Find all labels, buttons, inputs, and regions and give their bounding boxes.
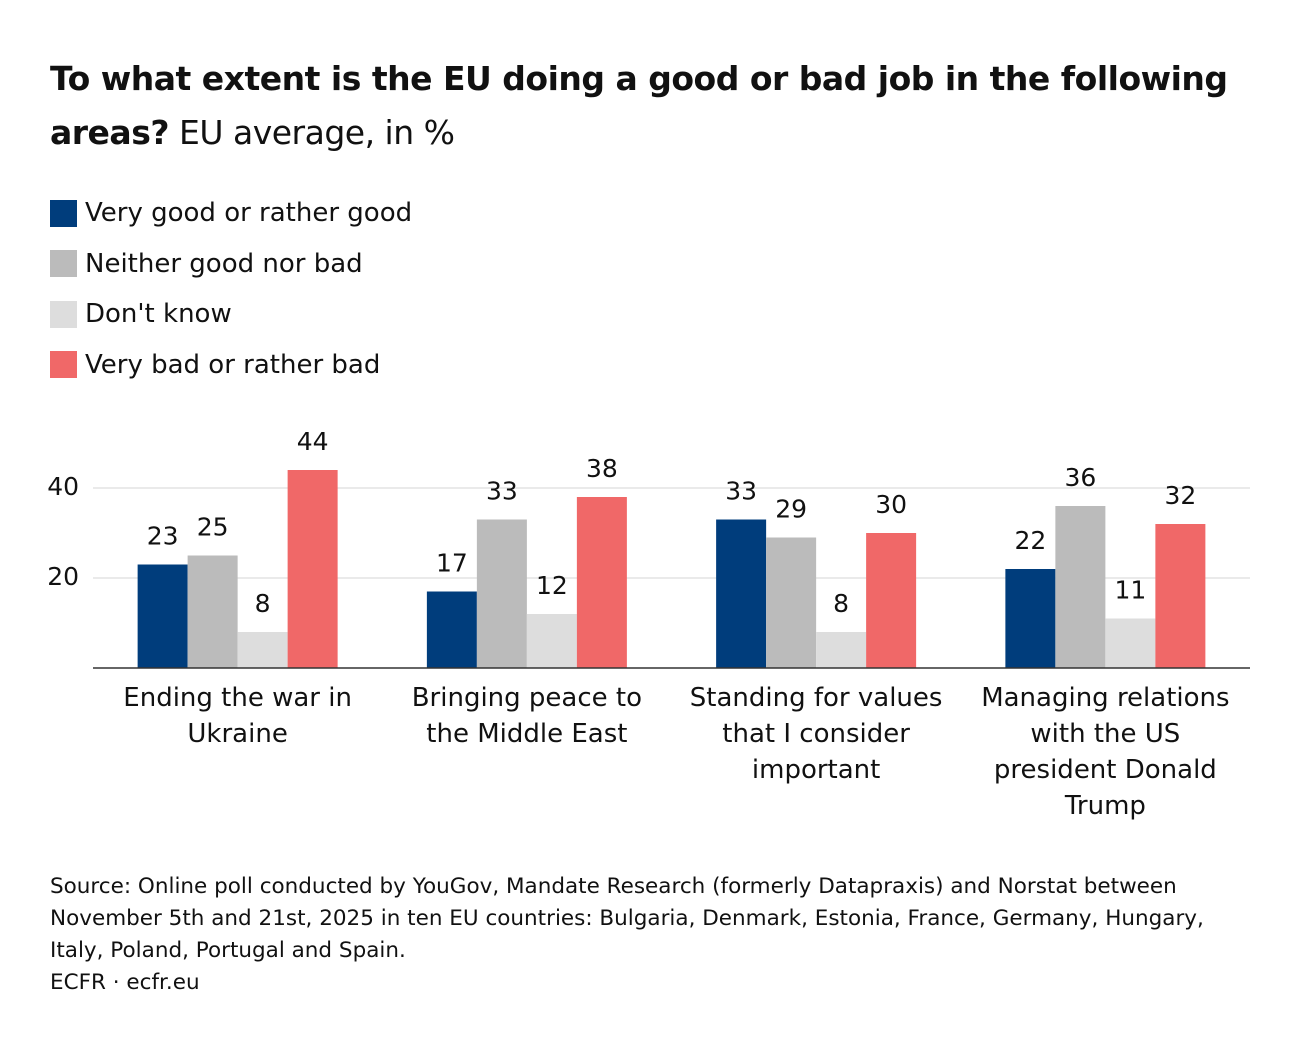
legend-item: Very bad or rather bad	[50, 340, 412, 391]
x-tick-label: Bringing peace to the Middle East	[411, 683, 643, 749]
legend-swatch	[50, 199, 77, 227]
value-label: 38	[586, 454, 618, 483]
legend-item: Neither good nor bad	[50, 239, 412, 290]
value-label: 25	[197, 513, 229, 542]
value-label: 33	[725, 477, 757, 506]
credit: ECFR · ecfr.eu	[50, 970, 200, 995]
y-tick-label: 40	[47, 472, 79, 501]
bar	[716, 519, 767, 668]
value-label: 11	[1114, 576, 1146, 605]
x-tick-label: Ending the war in Ukraine	[123, 683, 352, 749]
legend-label: Very good or rather good	[85, 198, 413, 229]
legend-label: Don't know	[85, 299, 232, 330]
value-label: 8	[833, 589, 849, 618]
bar	[866, 533, 917, 668]
bar	[1055, 506, 1106, 668]
y-tick-label: 20	[47, 562, 79, 591]
footer: Source: Online poll conducted by YouGov,…	[50, 871, 1240, 999]
value-label: 33	[486, 477, 518, 506]
x-tick-label: Standing for values that I consider impo…	[689, 683, 943, 785]
chart-subtitle: EU average, in %	[178, 113, 455, 152]
chart-title: To what extent is the EU doing a good or…	[50, 59, 1228, 152]
legend-item: Don't know	[50, 289, 412, 340]
value-label: 36	[1064, 463, 1096, 492]
legend: Very good or rather good Neither good nor…	[50, 188, 412, 390]
bar	[1155, 524, 1206, 668]
bar	[476, 519, 527, 668]
title-block: To what extent is the EU doing a good or…	[50, 52, 1250, 160]
bar	[426, 591, 477, 668]
bar	[576, 497, 627, 668]
legend-swatch	[50, 300, 77, 328]
bar	[287, 470, 338, 668]
bar	[187, 555, 238, 668]
bar	[766, 537, 817, 668]
value-label: 29	[775, 495, 807, 524]
bar	[137, 564, 188, 668]
bar	[1105, 618, 1156, 668]
value-label: 30	[875, 490, 907, 519]
legend-swatch	[50, 250, 77, 278]
value-label: 44	[297, 427, 329, 456]
value-label: 23	[147, 522, 179, 551]
bar	[237, 632, 288, 668]
bar	[1005, 569, 1056, 668]
legend-label: Very bad or rather bad	[85, 349, 381, 380]
value-label: 17	[436, 549, 468, 578]
value-label: 32	[1164, 481, 1196, 510]
legend-swatch	[50, 351, 77, 379]
x-tick-label: Managing relations with the US president…	[981, 683, 1230, 821]
value-label: 22	[1014, 526, 1046, 555]
value-label: 12	[536, 571, 568, 600]
source-note: Source: Online poll conducted by YouGov,…	[50, 874, 1204, 963]
bar	[526, 614, 577, 668]
bar	[816, 632, 867, 668]
legend-label: Neither good nor bad	[85, 248, 363, 279]
value-label: 8	[255, 589, 271, 618]
legend-item: Very good or rather good	[50, 188, 412, 239]
